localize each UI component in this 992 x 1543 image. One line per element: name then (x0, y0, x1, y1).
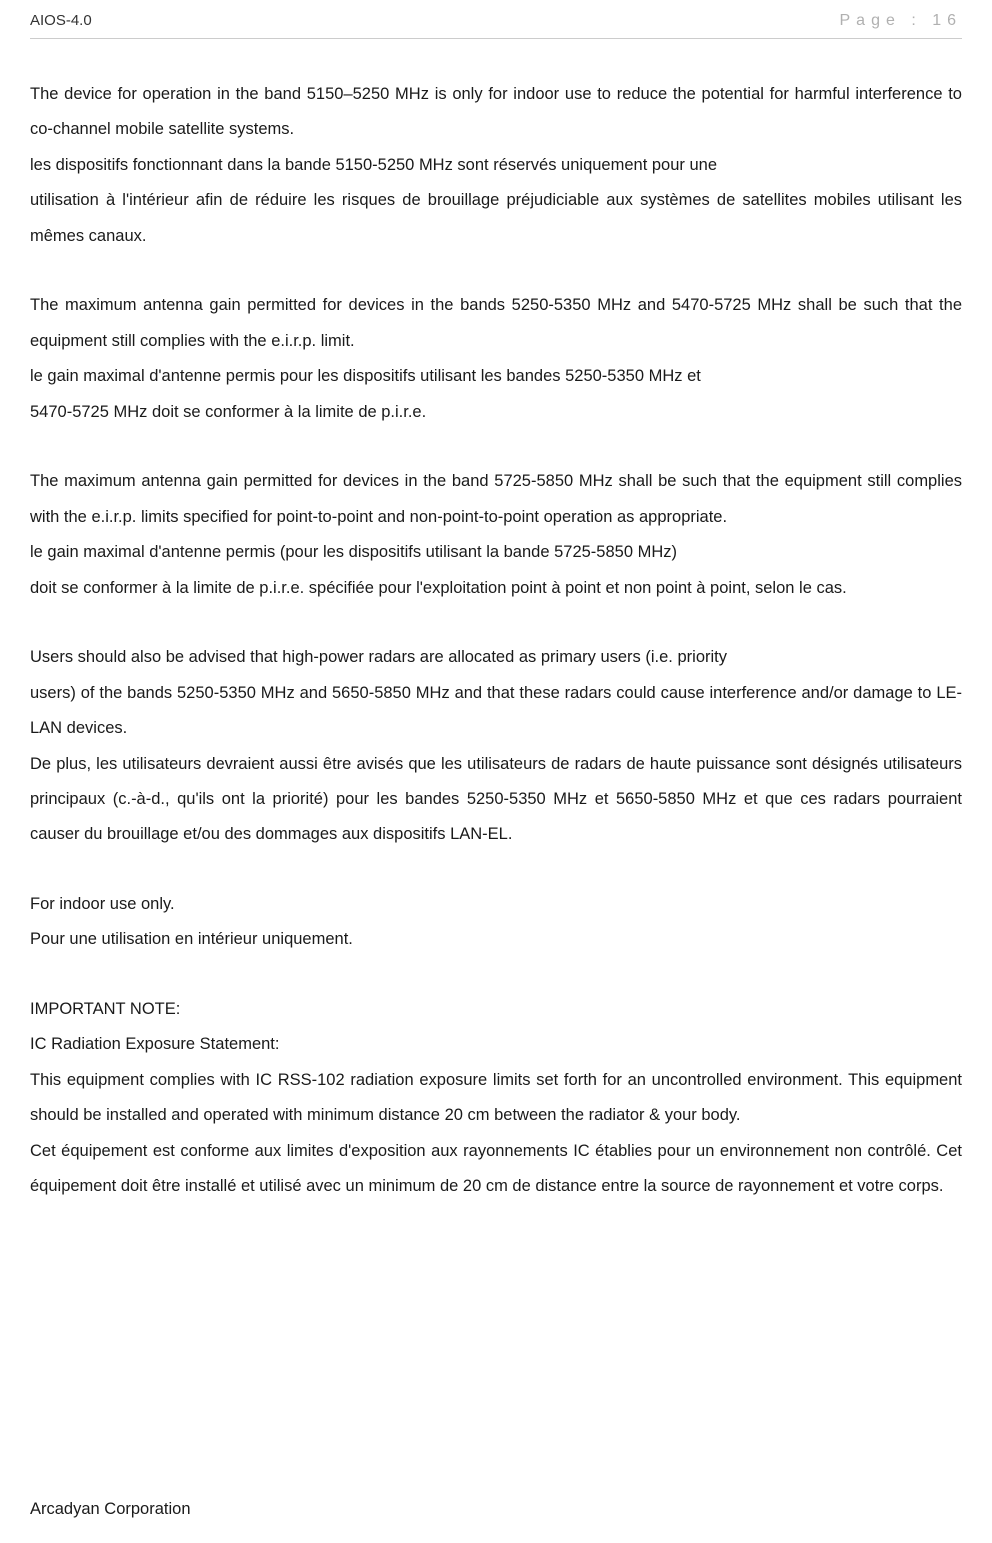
body-paragraph: le gain maximal d'antenne permis (pour l… (30, 535, 962, 570)
body-paragraph: De plus, les utilisateurs devraient auss… (30, 747, 962, 853)
body-paragraph: The device for operation in the band 515… (30, 77, 962, 148)
header-right: Page : 16 (840, 12, 963, 30)
body-paragraph: Cet équipement est conforme aux limites … (30, 1134, 962, 1205)
body-paragraph: users) of the bands 5250-5350 MHz and 56… (30, 676, 962, 747)
body-paragraph: IMPORTANT NOTE: (30, 992, 962, 1027)
body-paragraph: The maximum antenna gain permitted for d… (30, 288, 962, 359)
page-header: AIOS-4.0 Page : 16 (30, 12, 962, 39)
body-paragraph: Pour une utilisation en intérieur unique… (30, 922, 962, 957)
body-text: The device for operation in the band 515… (30, 77, 962, 1205)
body-paragraph: les dispositifs fonctionnant dans la ban… (30, 148, 962, 183)
body-paragraph: doit se conformer à la limite de p.i.r.e… (30, 571, 962, 606)
paragraph-spacer (30, 254, 962, 288)
body-paragraph: 5470-5725 MHz doit se conformer à la lim… (30, 395, 962, 430)
body-paragraph: Users should also be advised that high-p… (30, 640, 962, 675)
body-paragraph: IC Radiation Exposure Statement: (30, 1027, 962, 1062)
paragraph-spacer (30, 958, 962, 992)
paragraph-spacer (30, 853, 962, 887)
body-paragraph: le gain maximal d'antenne permis pour le… (30, 359, 962, 394)
paragraph-spacer (30, 606, 962, 640)
body-paragraph: For indoor use only. (30, 887, 962, 922)
body-paragraph: The maximum antenna gain permitted for d… (30, 464, 962, 535)
body-paragraph: utilisation à l'intérieur afin de réduir… (30, 183, 962, 254)
body-paragraph: This equipment complies with IC RSS-102 … (30, 1063, 962, 1134)
paragraph-spacer (30, 430, 962, 464)
page-footer: Arcadyan Corporation (30, 1500, 191, 1519)
document-page: AIOS-4.0 Page : 16 The device for operat… (0, 0, 992, 1543)
header-left: AIOS-4.0 (30, 12, 92, 29)
